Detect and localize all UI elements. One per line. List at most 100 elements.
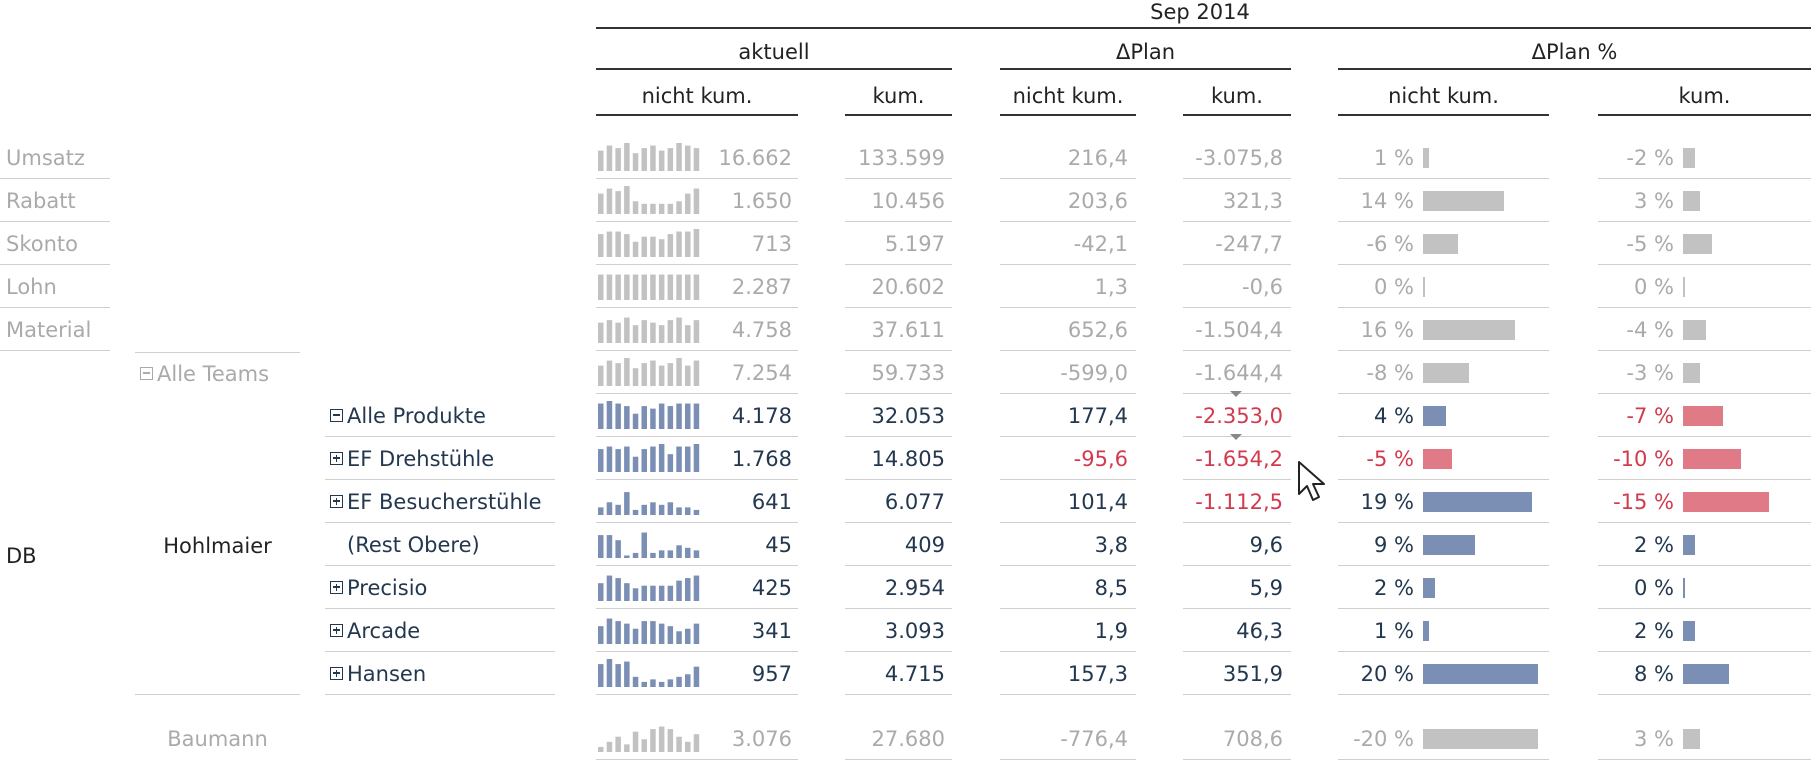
pct-nicht-kum-bar xyxy=(1423,621,1429,641)
sparkline-bar xyxy=(658,239,665,257)
product-node[interactable]: (Rest Obere) xyxy=(330,533,480,557)
expand-icon[interactable] xyxy=(330,623,343,637)
cell-separator xyxy=(845,651,952,652)
subheader-pct-nicht-kum[interactable]: nicht kum. xyxy=(1388,84,1499,108)
sparkline-bar xyxy=(624,317,630,343)
value-nicht-kum: 3.076 xyxy=(731,727,792,751)
subheader-dplan-nicht-kum[interactable]: nicht kum. xyxy=(1012,84,1124,108)
value-nicht-kum: 4.178 xyxy=(731,404,792,428)
row-separator xyxy=(325,522,555,523)
cell-separator xyxy=(845,759,952,760)
product-node[interactable]: EF Drehstühle xyxy=(330,447,494,471)
row-label[interactable]: Material xyxy=(6,318,92,342)
sparkline-bar xyxy=(624,358,630,386)
dplan-nicht-kum: 216,4 xyxy=(1067,146,1128,170)
collapse-icon[interactable] xyxy=(330,408,343,422)
pct-nicht-kum-bar xyxy=(1423,191,1504,211)
sparkline-bar xyxy=(658,726,665,752)
pct-kum-bar xyxy=(1683,621,1695,641)
sparkline-bar xyxy=(676,358,682,386)
row-label[interactable]: Skonto xyxy=(6,232,78,256)
sparkline-chart xyxy=(598,492,700,515)
sparkline-bar xyxy=(606,188,613,214)
cell-separator xyxy=(1000,436,1136,437)
sparkline-bar xyxy=(658,325,665,343)
cell-separator xyxy=(1598,436,1811,437)
value-kum: 6.077 xyxy=(884,490,945,514)
group-header-aktuell[interactable]: aktuell xyxy=(738,40,810,64)
sparkline-bar xyxy=(624,274,630,300)
sparkline-bar xyxy=(667,203,674,214)
subheader-aktuell-kum[interactable]: kum. xyxy=(872,84,925,108)
pct-kum-bar xyxy=(1683,191,1701,211)
sparkline-bar xyxy=(667,363,674,386)
expand-icon[interactable] xyxy=(330,494,343,508)
expand-icon[interactable] xyxy=(330,451,343,465)
pct-nicht-kum-label: 2 % xyxy=(1374,576,1414,600)
sparkline-bar xyxy=(685,365,691,386)
sparkline-bar xyxy=(693,320,700,343)
expand-icon[interactable] xyxy=(330,580,343,594)
product-node[interactable]: Alle Produkte xyxy=(330,404,486,428)
sparkline-bar xyxy=(615,449,621,472)
group-header-dplan-pct[interactable]: ΔPlan % xyxy=(1531,40,1618,64)
cell-separator xyxy=(1598,264,1811,265)
value-kum: 10.456 xyxy=(871,189,945,213)
product-node[interactable]: Precisio xyxy=(330,576,427,600)
cell-separator xyxy=(1598,178,1811,179)
dplan-nicht-kum: 177,4 xyxy=(1067,404,1128,428)
group-header-dplan[interactable]: ΔPlan xyxy=(1115,40,1176,64)
dplan-kum: 351,9 xyxy=(1222,662,1283,686)
cell-separator xyxy=(1000,178,1136,179)
team-node-alle-teams[interactable]: Alle Teams xyxy=(140,362,269,386)
cell-separator xyxy=(1183,759,1291,760)
product-node[interactable]: Hansen xyxy=(330,662,426,686)
sparkline-bar xyxy=(658,365,665,386)
row-label[interactable]: Lohn xyxy=(6,275,57,299)
cell-separator xyxy=(845,522,952,523)
sparkline-bar xyxy=(598,664,604,687)
product-node[interactable]: EF Besucherstühle xyxy=(330,490,542,514)
cell-separator xyxy=(1598,651,1811,652)
row-separator xyxy=(325,608,555,609)
sparkline-chart xyxy=(598,186,700,214)
subheader-pct-kum[interactable]: kum. xyxy=(1678,84,1731,108)
pct-nicht-kum-bar xyxy=(1423,492,1533,512)
expand-icon[interactable] xyxy=(330,666,343,680)
row-separator xyxy=(0,264,110,265)
collapse-icon[interactable] xyxy=(140,366,153,380)
pct-nicht-kum-label: 9 % xyxy=(1374,533,1414,557)
sparkline-bar xyxy=(676,403,682,429)
cell-separator xyxy=(845,307,952,308)
pct-nicht-kum-bar xyxy=(1423,449,1452,469)
pct-nicht-kum-bar xyxy=(1423,578,1435,598)
cell-separator xyxy=(845,479,952,480)
dplan-kum: -2.353,0 xyxy=(1195,404,1283,428)
sparkline-bar xyxy=(667,274,674,300)
sparkline-bar xyxy=(598,150,604,171)
row-label[interactable]: Umsatz xyxy=(6,146,85,170)
cell-separator xyxy=(845,350,952,351)
subheader-dplan-kum[interactable]: kum. xyxy=(1211,84,1263,108)
subheader-underline xyxy=(1338,114,1549,116)
dplan-nicht-kum: 652,6 xyxy=(1067,318,1128,342)
sparkline-bar xyxy=(606,274,613,300)
team-label-hohlmaier[interactable]: Hohlmaier xyxy=(163,534,272,558)
sparkline-bar xyxy=(598,449,604,472)
sparkline-bar xyxy=(693,623,700,644)
cell-separator xyxy=(596,759,798,760)
team-label-baumann[interactable]: Baumann xyxy=(167,727,268,751)
subheader-aktuell-nicht-kum[interactable]: nicht kum. xyxy=(641,84,753,108)
pct-kum-bar xyxy=(1683,535,1695,555)
row-label[interactable]: Rabatt xyxy=(6,189,76,213)
subheader-underline xyxy=(596,114,798,116)
cell-separator xyxy=(1338,393,1549,394)
cell-separator xyxy=(1000,651,1136,652)
comment-marker-icon xyxy=(1230,391,1242,397)
sparkline-bar xyxy=(650,236,656,257)
sparkline-bar xyxy=(658,585,665,601)
sparkline-bar xyxy=(676,231,682,257)
sparkline-bar xyxy=(650,729,656,752)
product-node[interactable]: Arcade xyxy=(330,619,420,643)
pct-nicht-kum-bar xyxy=(1423,277,1425,297)
